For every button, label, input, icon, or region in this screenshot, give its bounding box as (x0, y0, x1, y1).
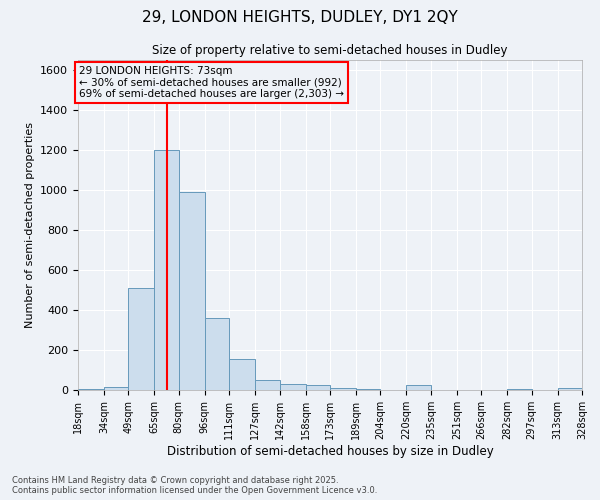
Bar (330, 388, 356, 390)
Y-axis label: Number of semi-detached properties: Number of semi-detached properties (25, 122, 35, 328)
Text: 29 LONDON HEIGHTS: 73sqm
← 30% of semi-detached houses are smaller (992)
69% of : 29 LONDON HEIGHTS: 73sqm ← 30% of semi-d… (79, 66, 344, 99)
Bar (557, 388, 582, 390)
Bar (128, 288, 154, 390)
Bar (507, 389, 532, 390)
X-axis label: Distribution of semi-detached houses by size in Dudley: Distribution of semi-detached houses by … (167, 444, 493, 458)
Text: Contains HM Land Registry data © Crown copyright and database right 2025.
Contai: Contains HM Land Registry data © Crown c… (12, 476, 377, 495)
Bar (205, 318, 229, 390)
Bar (305, 385, 330, 390)
Bar (255, 380, 280, 390)
Bar (406, 385, 431, 390)
Bar (78, 389, 104, 390)
Bar (179, 192, 205, 390)
Bar (104, 387, 128, 390)
Title: Size of property relative to semi-detached houses in Dudley: Size of property relative to semi-detach… (152, 44, 508, 58)
Bar (229, 359, 255, 390)
Bar (154, 150, 179, 390)
Text: 29, LONDON HEIGHTS, DUDLEY, DY1 2QY: 29, LONDON HEIGHTS, DUDLEY, DY1 2QY (142, 10, 458, 25)
Bar (356, 389, 380, 390)
Bar (280, 384, 305, 390)
